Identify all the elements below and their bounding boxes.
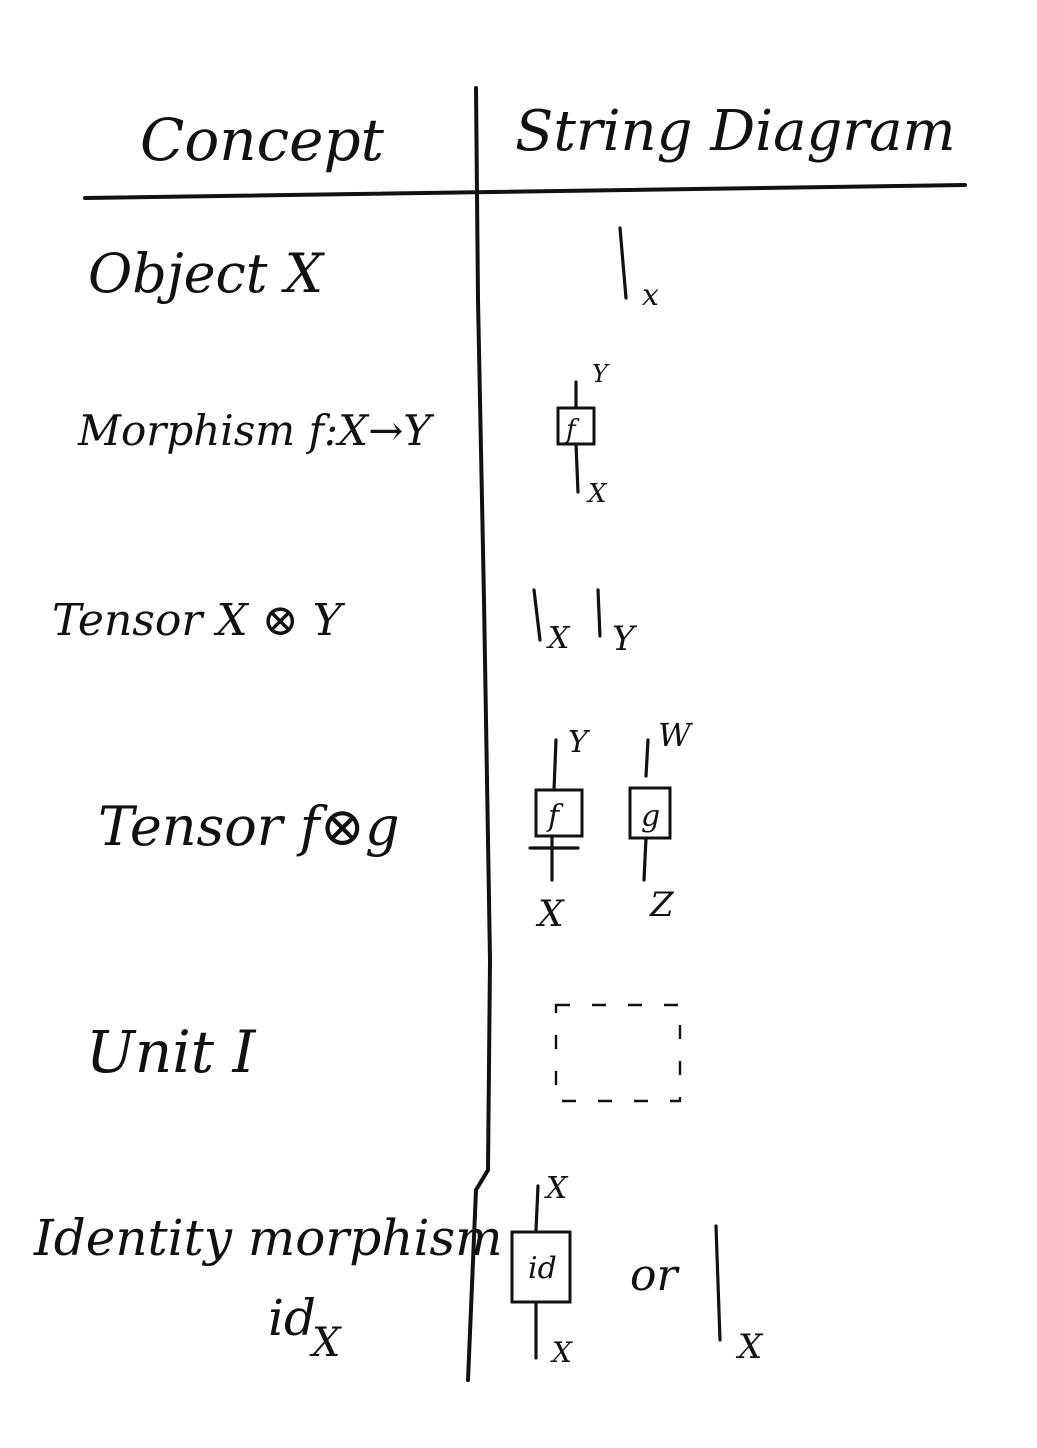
wire-x (532, 588, 542, 642)
empty-diagram-dashed-box (554, 1003, 682, 1103)
diagram-identity-box: X id X (510, 1171, 573, 1369)
concept-unit: Unit I (86, 1018, 257, 1086)
diagram-identity-wire: X (714, 1224, 764, 1367)
label-f: f (564, 415, 580, 445)
label-z-in: Z (649, 885, 675, 925)
label-x: x (642, 278, 659, 313)
diagram-morphism: Y f X (556, 360, 610, 509)
wire-z-in (642, 836, 648, 882)
wire-x-out (534, 1184, 540, 1232)
label-y: Y (568, 725, 591, 760)
wire-y (596, 588, 602, 638)
label-x-in: X (535, 894, 565, 935)
diagram-object: x (618, 226, 659, 313)
wire-x (618, 226, 628, 300)
morphism-box-id (510, 1230, 572, 1304)
concept-tensor-morphisms: Tensor f⊗g (98, 795, 400, 858)
concept-identity-subscript: X (309, 1320, 342, 1366)
label-x-out: X (544, 1171, 569, 1206)
wire-x-in (574, 442, 580, 494)
header-string-diagram: String Diagram (515, 99, 956, 164)
label-x: X (735, 1327, 764, 1367)
diagram-tensor-morphisms: Y W f g X Z (528, 716, 694, 935)
morphism-box-f (556, 406, 596, 446)
morphism-box-f (534, 788, 584, 838)
diagram-tensor-objects: X Y (532, 588, 638, 659)
label-y: Y (612, 619, 638, 659)
label-g: g (641, 799, 660, 834)
header-divider (83, 183, 967, 200)
label-x-in: X (550, 1336, 573, 1369)
concept-object: Object X (88, 242, 326, 305)
wire-x (714, 1224, 722, 1342)
morphism-box-g (628, 786, 672, 840)
concept-morphism: Morphism f:X→Y (77, 406, 435, 455)
or-text: or (630, 1250, 680, 1301)
label-f: f (546, 799, 564, 834)
label-w: W (658, 716, 694, 754)
label-x: X (546, 621, 571, 656)
wire-y (552, 738, 558, 792)
header-concept: Concept (140, 106, 385, 174)
label-id: id (528, 1251, 557, 1286)
label-x-in: X (586, 479, 608, 509)
column-divider (466, 86, 493, 1382)
label-y: Y (592, 360, 610, 388)
wire-w (644, 738, 650, 778)
concept-identity-line2: id (268, 1289, 316, 1347)
concept-identity-line1: Identity morphism (33, 1209, 503, 1267)
concept-tensor-objects: Tensor X ⊗ Y (52, 595, 346, 646)
